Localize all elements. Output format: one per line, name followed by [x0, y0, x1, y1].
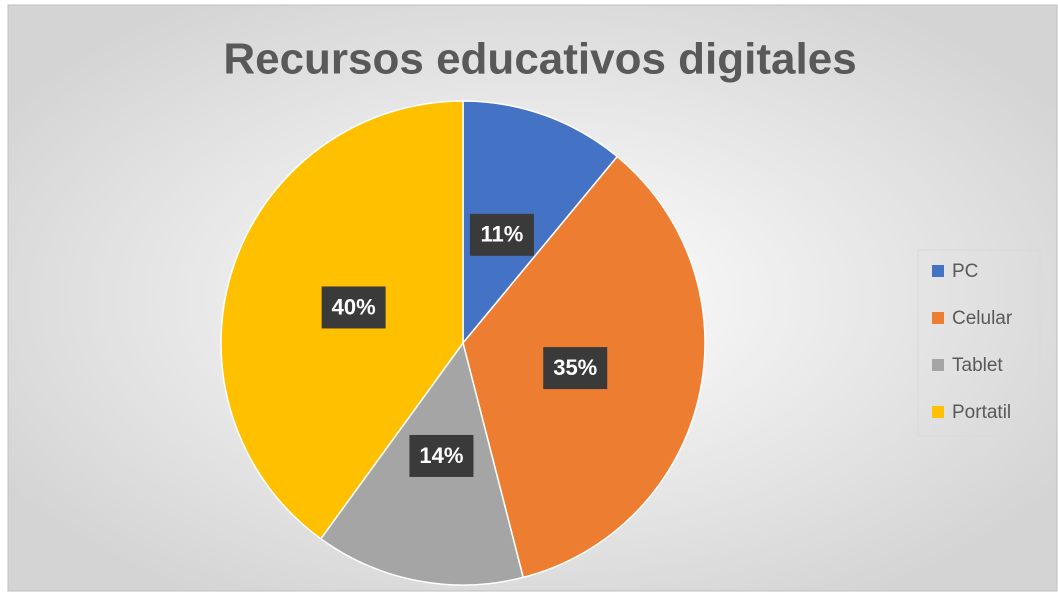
- data-label-box: [409, 434, 474, 477]
- legend-swatch: [932, 406, 944, 418]
- legend-label: PC: [952, 261, 978, 282]
- data-label: 11%: [481, 222, 524, 247]
- data-label-box: [469, 213, 534, 256]
- legend-swatch: [932, 265, 944, 277]
- legend-label: Portatil: [952, 402, 1011, 423]
- data-label: 35%: [553, 355, 597, 380]
- pie-slice: [462, 100, 619, 346]
- data-label-box: [543, 347, 608, 390]
- legend-label: Celular: [952, 308, 1013, 329]
- legend-swatch: [932, 359, 944, 371]
- data-label: 14%: [419, 443, 463, 468]
- data-label: 40%: [332, 294, 376, 319]
- legend-box: [917, 249, 1041, 437]
- legend-label: Tablet: [952, 355, 1003, 376]
- legend-swatch: [932, 312, 944, 324]
- chart-title: Recursos educativos digitales: [223, 35, 856, 84]
- data-label-box: [321, 286, 386, 329]
